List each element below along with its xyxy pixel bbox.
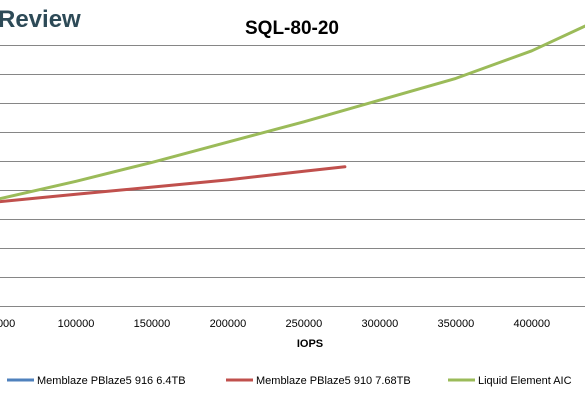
series-line-1 bbox=[0, 165, 347, 204]
x-tick-label-3: 200000 bbox=[210, 318, 247, 330]
chart-title: SQL-80-20 bbox=[245, 18, 339, 39]
x-tick-label-1: 100000 bbox=[58, 318, 95, 330]
brand-logo-text: Review bbox=[0, 6, 81, 33]
x-tick-labels: 50000 100000 150000 200000 250000 300000 35000… bbox=[0, 318, 550, 330]
x-tick-label-6: 350000 bbox=[437, 318, 474, 330]
series-line-2 bbox=[0, 24, 585, 201]
x-tick-label-0: 50000 bbox=[0, 318, 15, 330]
legend-label-1: Memblaze PBlaze5 910 7.68TB bbox=[256, 375, 411, 387]
x-tick-label-2: 150000 bbox=[134, 318, 171, 330]
x-axis-label: IOPS bbox=[297, 338, 323, 350]
series-lines bbox=[0, 24, 585, 204]
x-tick-label-5: 300000 bbox=[362, 318, 399, 330]
x-tick-label-4: 250000 bbox=[286, 318, 323, 330]
legend-label-0: Memblaze PBlaze5 916 6.4TB bbox=[37, 375, 186, 387]
gridlines bbox=[0, 45, 585, 278]
legend-label-2: Liquid Element AIC bbox=[478, 375, 572, 387]
legend: Memblaze PBlaze5 916 6.4TB Memblaze PBlaz… bbox=[7, 375, 572, 387]
x-tick-label-7: 400000 bbox=[513, 318, 550, 330]
